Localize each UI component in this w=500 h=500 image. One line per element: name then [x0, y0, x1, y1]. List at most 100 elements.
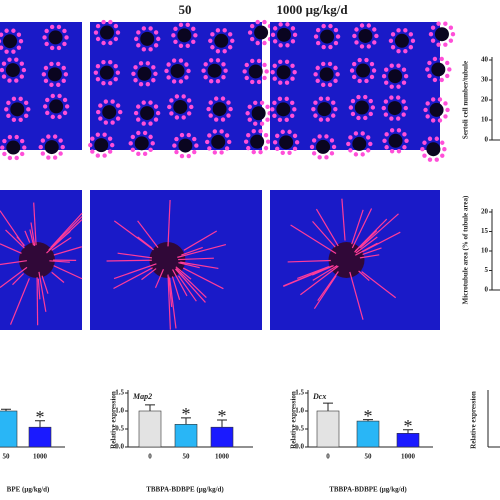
nucleus [253, 121, 258, 126]
fiber [177, 275, 197, 302]
lumen [44, 140, 59, 155]
fiber [53, 265, 83, 280]
nucleus [44, 41, 49, 47]
fiber [283, 265, 333, 287]
nucleus [0, 145, 5, 150]
nucleus [258, 128, 263, 134]
lumen [140, 31, 155, 46]
nucleus [309, 144, 315, 150]
nucleus [6, 113, 11, 118]
fiber [297, 265, 330, 279]
fiber [0, 260, 27, 266]
x-tick-label: 50 [3, 453, 11, 461]
nucleus [191, 26, 196, 32]
nucleus [315, 27, 321, 33]
y-axis-label: Relative expression [290, 391, 298, 449]
nucleus [186, 111, 192, 116]
nucleus [169, 98, 174, 103]
fiber [38, 271, 47, 312]
nucleus [19, 151, 25, 157]
nucleus [445, 107, 450, 113]
nucleus [249, 36, 255, 42]
nucleus [349, 68, 355, 73]
nucleus [272, 39, 278, 44]
nucleus [88, 142, 93, 148]
nucleus [128, 141, 133, 146]
significance: * [364, 406, 373, 426]
nucleus [186, 68, 191, 74]
nucleus [278, 43, 283, 48]
nucleus [145, 61, 151, 66]
nucleus [221, 75, 226, 80]
nucleus [357, 78, 362, 84]
nucleus [156, 36, 161, 42]
fiber [154, 268, 164, 289]
nucleus [7, 134, 13, 140]
nucleus [16, 32, 22, 37]
fiber [359, 254, 380, 259]
fiber [181, 246, 203, 256]
nucleus [179, 153, 185, 159]
nucleus [102, 132, 107, 137]
nucleus [284, 80, 290, 85]
nucleus [136, 43, 141, 48]
nucleus [0, 45, 4, 50]
nucleus [95, 76, 101, 82]
lumen [316, 139, 331, 154]
nucleus [318, 117, 324, 122]
nucleus [401, 67, 407, 72]
y-tick-label: 0 [485, 286, 489, 294]
nucleus [354, 27, 359, 32]
nucleus [101, 60, 106, 65]
column-label: 1000 μg/kg/d [276, 2, 348, 17]
fiber [5, 229, 25, 249]
nucleus [26, 107, 31, 112]
y-axis-label: Relative expression [110, 391, 118, 449]
fiber [171, 276, 181, 300]
nucleus [42, 104, 48, 109]
nucleus [251, 149, 256, 155]
fiber [0, 266, 28, 289]
lumen [48, 30, 63, 45]
nucleus [354, 40, 359, 45]
nucleus [389, 149, 395, 154]
fiber [313, 275, 337, 310]
error-bar [181, 417, 191, 425]
nucleus [333, 27, 339, 33]
nucleus [255, 19, 260, 25]
y-tick-label: 20 [481, 96, 489, 104]
fiber [172, 269, 188, 297]
nucleus [148, 147, 153, 153]
lumen [10, 102, 25, 117]
nucleus [277, 96, 283, 102]
nucleus [56, 61, 61, 67]
nucleus [11, 28, 16, 33]
nucleus [321, 82, 326, 88]
nucleus [2, 138, 7, 144]
nucleus [191, 39, 196, 44]
nucleus [110, 120, 115, 125]
nucleus [263, 132, 269, 138]
nucleus [150, 141, 155, 146]
nucleus [290, 76, 295, 81]
nucleus [62, 28, 67, 34]
nucleus [443, 42, 448, 47]
nucleus [130, 147, 136, 153]
fiber [355, 242, 378, 256]
lumen [429, 102, 444, 117]
nucleus [410, 38, 416, 43]
nucleus [108, 19, 113, 25]
nucleus [40, 151, 46, 156]
lumen [49, 99, 64, 114]
nucleus [348, 105, 354, 110]
nucleus [317, 134, 322, 139]
nucleus [93, 70, 99, 75]
nucleus [138, 82, 144, 87]
nucleus [311, 138, 317, 143]
nucleus [315, 65, 320, 71]
fiber [317, 271, 339, 302]
lumen [317, 102, 332, 117]
nucleus [368, 111, 373, 117]
nucleus [321, 44, 326, 50]
